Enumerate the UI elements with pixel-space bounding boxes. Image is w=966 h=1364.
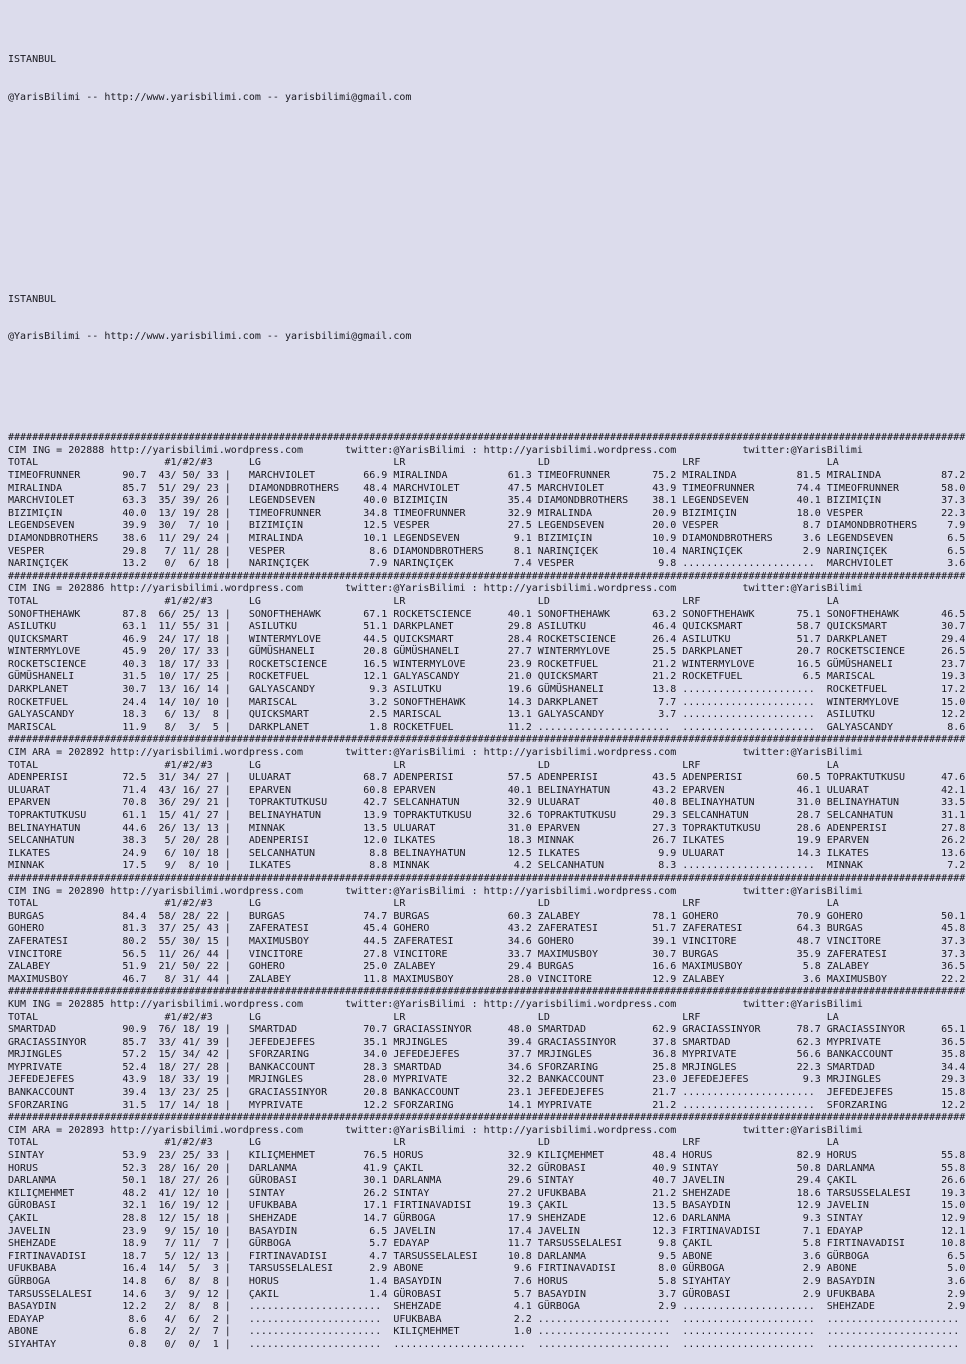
column-header: TOTAL #1/#2/#3 LG LR LD LRF LA [8, 1137, 839, 1149]
column-header: TOTAL #1/#2/#3 LG LR LD LRF LA [8, 595, 839, 607]
data-row: JAVELIN 23.9 9/ 15/ 10 | BASAYDIN 6.5 JA… [8, 1225, 966, 1237]
data-row: GRACIASSINYOR 85.7 33/ 41/ 39 | JEFEDEJE… [8, 1036, 966, 1048]
data-row: GALYASCANDY 18.3 6/ 13/ 8 | QUICKSMART 2… [8, 709, 966, 721]
block-title: CIM ING = 202886 http://yarisbilimi.word… [8, 583, 863, 595]
contact-line: @YarisBilimi -- http://www.yarisbilimi.c… [8, 92, 412, 104]
data-row: MAXIMUSBOY 46.7 8/ 31/ 44 | ZALABEY 11.8… [8, 973, 966, 985]
blank-line [8, 193, 966, 206]
block-title: KUM ING = 202885 http://yarisbilimi.word… [8, 998, 863, 1010]
data-row: HORUS 52.3 28/ 16/ 20 | DARLANMA 41.9 ÇA… [8, 1162, 966, 1174]
data-row: BIZIMIÇIN 40.0 13/ 19/ 28 | TIMEOFRUNNER… [8, 507, 966, 519]
data-row: ÇAKIL 28.8 12/ 15/ 18 | SHEHZADE 14.7 GÜ… [8, 1213, 966, 1224]
block-title: CIM ARA = 202893 http://yarisbilimi.word… [8, 1124, 863, 1136]
column-header: TOTAL #1/#2/#3 LG LR LD LRF LA [8, 457, 839, 469]
data-row: SONOFTHEHAWK 87.8 66/ 25/ 13 | SONOFTHEH… [8, 608, 966, 620]
column-header: TOTAL #1/#2/#3 LG LR LD LRF LA [8, 759, 839, 771]
data-row: SHEHZADE 18.9 7/ 11/ 7 | GÜRBOGA 5.7 EDA… [8, 1238, 966, 1250]
blank-line [8, 155, 966, 168]
data-row: DARLANMA 50.1 18/ 27/ 26 | GÜROBASI 30.1… [8, 1175, 966, 1187]
city-heading: ISTANBUL [8, 293, 57, 305]
data-row: GÜRBOGA 14.8 6/ 8/ 8 | HORUS 1.4 BASAYDI… [8, 1275, 966, 1287]
data-row: MARISCAL 11.9 8/ 3/ 5 | DARKPLANET 1.8 R… [8, 721, 966, 733]
contact-line: @YarisBilimi -- http://www.yarisbilimi.c… [8, 331, 412, 343]
data-row: NARINÇIÇEK 13.2 0/ 6/ 18 | NARINÇIÇEK 7.… [8, 558, 966, 570]
city-heading: ISTANBUL [8, 54, 57, 66]
data-row: SELCANHATUN 38.3 5/ 20/ 28 | ADENPERISI … [8, 835, 966, 847]
data-row: ILKATES 24.9 6/ 10/ 18 | SELCANHATUN 8.8… [8, 847, 966, 859]
data-row: DIAMONDBROTHERS 38.6 11/ 29/ 24 | MIRALI… [8, 532, 966, 544]
data-row: TOPRAKTUTKUSU 61.1 15/ 41/ 27 | BELINAYH… [8, 810, 966, 821]
data-row: BURGAS 84.4 58/ 28/ 22 | BURGAS 74.7 BUR… [8, 910, 966, 922]
separator-line: ########################################… [8, 570, 966, 582]
separator-line: ########################################… [8, 432, 966, 444]
data-row: EDAYAP 8.6 4/ 6/ 2 | ...................… [8, 1313, 966, 1325]
data-row: VINCITORE 56.5 11/ 26/ 44 | VINCITORE 27… [8, 948, 966, 960]
data-row: JEFEDEJEFES 43.9 18/ 33/ 19 | MRJINGLES … [8, 1074, 966, 1086]
data-row: KILIÇMEHMET 48.2 41/ 12/ 10 | SINTAY 26.… [8, 1187, 966, 1199]
block-title: CIM ARA = 202892 http://yarisbilimi.word… [8, 747, 863, 759]
data-row: ROCKETSCIENCE 40.3 18/ 17/ 33 | ROCKETSC… [8, 658, 966, 670]
data-row: ASILUTKU 63.1 11/ 55/ 31 | ASILUTKU 51.1… [8, 621, 966, 633]
data-row: ZAFERATESI 80.2 55/ 30/ 15 | MAXIMUSBOY … [8, 935, 966, 947]
separator-line: ########################################… [8, 734, 966, 746]
data-row: MARCHVIOLET 63.3 35/ 39/ 26 | LEGENDSEVE… [8, 495, 966, 507]
data-row: LEGENDSEVEN 39.9 30/ 7/ 10 | BIZIMIÇIN 1… [8, 520, 966, 532]
data-row: BELINAYHATUN 44.6 26/ 13/ 13 | MINNAK 13… [8, 822, 966, 834]
data-row: QUICKSMART 46.9 24/ 17/ 18 | WINTERMYLOV… [8, 633, 966, 645]
race-blocks: ########################################… [8, 432, 966, 1351]
block-title: CIM ING = 202890 http://yarisbilimi.word… [8, 885, 863, 897]
data-row: DARKPLANET 30.7 13/ 16/ 14 | GALYASCANDY… [8, 684, 966, 696]
data-row: MIRALINDA 85.7 51/ 29/ 23 | DIAMONDBROTH… [8, 482, 966, 494]
data-row: FIRTINAVADISI 18.7 5/ 12/ 13 | FIRTINAVA… [8, 1250, 966, 1262]
preamble-repeat: ISTANBUL @YarisBilimi -- http://www.yari… [8, 268, 966, 369]
data-row: GÜROBASI 32.1 16/ 19/ 12 | UFUKBABA 17.1… [8, 1200, 966, 1212]
data-row: BANKACCOUNT 39.4 13/ 23/ 25 | GRACIASSIN… [8, 1087, 966, 1099]
data-row: ADENPERISI 72.5 31/ 34/ 27 | ULUARAT 68.… [8, 772, 966, 784]
data-row: GÜMÜSHANELI 31.5 10/ 17/ 25 | ROCKETFUEL… [8, 671, 966, 683]
data-row: MRJINGLES 57.2 15/ 34/ 42 | SFORZARING 3… [8, 1049, 966, 1061]
data-row: SIYAHTAY 0.8 0/ 0/ 1 | .................… [8, 1338, 966, 1350]
data-row: ULUARAT 71.4 43/ 16/ 27 | EPARVEN 60.8 E… [8, 784, 966, 796]
data-row: BASAYDIN 12.2 2/ 8/ 8 | ................… [8, 1301, 966, 1313]
data-row: UFUKBABA 16.4 14/ 5/ 3 | TARSUSSELALESI … [8, 1263, 966, 1275]
data-row: SINTAY 53.9 23/ 25/ 33 | KILIÇMEHMET 76.… [8, 1150, 966, 1162]
blank-line [8, 231, 966, 244]
data-row: EPARVEN 70.8 36/ 29/ 21 | TOPRAKTUTKUSU … [8, 797, 966, 809]
data-row: WINTERMYLOVE 45.9 20/ 17/ 33 | GÜMÜSHANE… [8, 646, 966, 658]
column-header: TOTAL #1/#2/#3 LG LR LD LRF LA [8, 1011, 839, 1023]
data-row: SFORZARING 31.5 17/ 14/ 18 | MYPRIVATE 1… [8, 1099, 966, 1111]
data-row: ROCKETFUEL 24.4 14/ 10/ 10 | MARISCAL 3.… [8, 696, 966, 708]
data-row: SMARTDAD 90.9 76/ 18/ 19 | SMARTDAD 70.7… [8, 1024, 966, 1036]
data-row: TARSUSSELALESI 14.6 3/ 9/ 12 | ÇAKIL 1.4… [8, 1288, 966, 1300]
block-title: CIM ING = 202888 http://yarisbilimi.word… [8, 444, 863, 456]
data-row: VESPER 29.8 7/ 11/ 28 | VESPER 8.6 DIAMO… [8, 545, 966, 557]
data-row: MYPRIVATE 52.4 18/ 27/ 28 | BANKACCOUNT … [8, 1061, 966, 1073]
separator-line: ########################################… [8, 986, 966, 998]
separator-line: ########################################… [8, 1112, 966, 1124]
preamble-top: ISTANBUL @YarisBilimi -- http://www.yari… [8, 29, 966, 130]
data-row: TIMEOFRUNNER 90.7 43/ 50/ 33 | MARCHVIOL… [8, 469, 966, 481]
separator-line: ########################################… [8, 872, 966, 884]
data-row: ABONE 6.8 2/ 2/ 7 | ....................… [8, 1326, 966, 1338]
data-row: ZALABEY 51.9 21/ 50/ 22 | GOHERO 25.0 ZA… [8, 961, 966, 973]
column-header: TOTAL #1/#2/#3 LG LR LD LRF LA [8, 898, 839, 910]
data-row: GOHERO 81.3 37/ 25/ 43 | ZAFERATESI 45.4… [8, 923, 966, 935]
blank-line [8, 394, 966, 407]
data-row: MINNAK 17.5 9/ 8/ 10 | ILKATES 8.8 MINNA… [8, 860, 966, 872]
